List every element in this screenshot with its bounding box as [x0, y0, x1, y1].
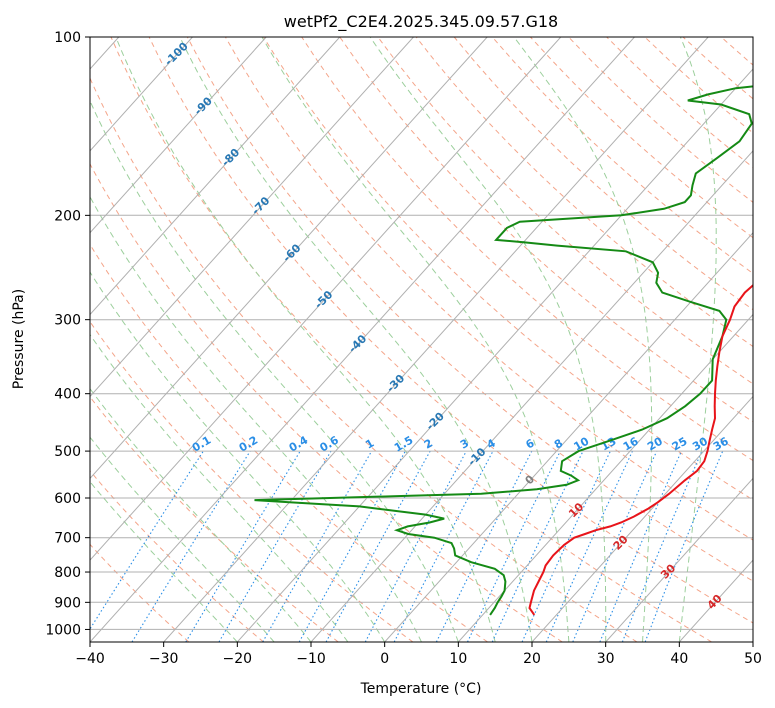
moist-adiabat [90, 436, 275, 642]
isotherm [310, 150, 753, 642]
isotherm [457, 313, 753, 642]
isotherm [90, 37, 562, 561]
x-tick-label: 0 [380, 651, 389, 667]
mixing-ratio-line [599, 450, 682, 642]
mixing-ratio-line [621, 450, 703, 642]
dry-adiabat [90, 243, 488, 642]
mixing-ratio-line [325, 450, 431, 642]
plot-frame [89, 36, 754, 643]
dry-adiabat [186, 37, 753, 582]
dry-adiabat [224, 37, 753, 541]
moist-adiabat [179, 37, 533, 642]
dry-adiabat [90, 470, 264, 642]
dry-adiabat [301, 37, 753, 462]
mixing-ratio-line [644, 450, 724, 642]
x-tick-label: −30 [149, 651, 179, 667]
y-tick-label: 700 [54, 531, 81, 547]
isotherm [90, 37, 414, 398]
isotherm [90, 37, 488, 480]
x-tick-label: 20 [523, 651, 541, 667]
dry-adiabat [415, 37, 753, 348]
mixing-ratio-line [364, 450, 467, 642]
y-tick-label: 800 [54, 565, 81, 581]
mixing-ratio-line [90, 450, 204, 630]
x-tick-label: 40 [670, 651, 688, 667]
isotherms [90, 37, 753, 642]
moist-adiabat [90, 333, 349, 642]
y-axis-ticks: 100 200 300 400 500 600 700 800 900 1000 [45, 30, 90, 638]
moist-adiabat [90, 99, 459, 642]
moist-adiabat [90, 271, 386, 642]
moist-adiabat [261, 37, 570, 642]
mixing-ratio-line [572, 450, 658, 642]
y-tick-label: 200 [54, 208, 81, 224]
isotherm [90, 37, 635, 642]
isobars [90, 37, 753, 630]
x-axis-label: Temperature (°C) [360, 681, 482, 697]
isotherm [236, 68, 753, 642]
x-tick-label: −40 [75, 651, 105, 667]
y-tick-label: 900 [54, 595, 81, 611]
dry-adiabat [90, 76, 638, 642]
isotherm [90, 37, 193, 152]
x-tick-label: −10 [296, 651, 326, 667]
x-tick-label: 50 [744, 651, 762, 667]
y-tick-label: 1000 [45, 622, 81, 638]
dry-adiabat [263, 37, 753, 501]
moist-adiabat [678, 37, 717, 642]
isotherm [531, 395, 753, 642]
x-tick-label: 10 [449, 651, 467, 667]
moist-adiabat [513, 37, 653, 642]
dry-adiabat [148, 37, 753, 624]
y-tick-label: 100 [54, 30, 81, 46]
y-tick-label: 500 [54, 444, 81, 460]
moist-adiabat [115, 37, 496, 642]
chart-title: wetPf2_C2E4.2025.345.09.57.G18 [284, 12, 558, 32]
y-axis-label: Pressure (hPa) [11, 289, 27, 389]
isotherm [605, 477, 753, 642]
mixing-ratio-line [435, 450, 533, 642]
isotherm [163, 37, 709, 642]
temperature-line [528, 283, 753, 616]
moist-adiabat [369, 37, 607, 642]
isotherm [384, 232, 753, 642]
mixing-ratio-line [298, 450, 406, 642]
isotherm [90, 37, 341, 316]
x-axis-ticks: −40 −30 −20 −10 0 10 20 30 40 50 [75, 642, 762, 667]
dry-adiabat [377, 37, 753, 385]
isotherm [90, 37, 267, 234]
y-tick-label: 400 [54, 387, 81, 403]
moist-adiabat [90, 481, 238, 642]
mixing-ratio-line [545, 450, 633, 642]
y-tick-label: 300 [54, 313, 81, 329]
x-tick-label: −20 [223, 651, 253, 667]
plot-area: -100-90-80-70-60-50-40-30-20-10010203040… [90, 37, 753, 642]
dewpoint-line [254, 85, 753, 616]
y-tick-label: 600 [54, 491, 81, 507]
x-tick-label: 30 [597, 651, 615, 667]
